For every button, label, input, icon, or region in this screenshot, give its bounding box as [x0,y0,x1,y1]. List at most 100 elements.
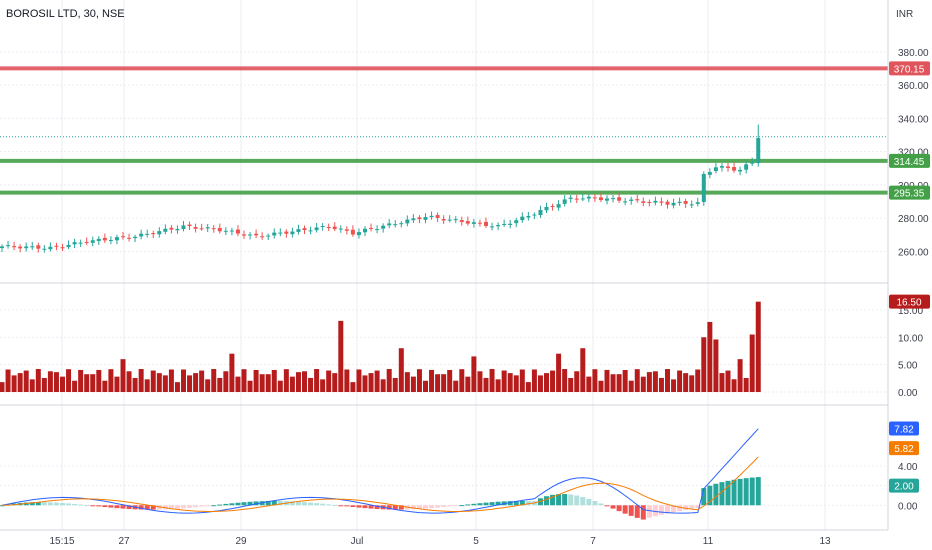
candle-body[interactable] [48,246,53,250]
candle-body[interactable] [647,202,652,204]
candle-body[interactable] [199,228,204,230]
candle-body[interactable] [266,235,271,237]
candle-body[interactable] [254,233,259,236]
candle-body[interactable] [653,200,658,203]
candle-body[interactable] [695,202,700,204]
candle-body[interactable] [242,234,246,236]
candle-body[interactable] [369,227,374,229]
candle-body[interactable] [121,236,125,238]
candle-body[interactable] [169,227,174,230]
candle-body[interactable] [411,218,416,221]
candle-body[interactable] [363,228,367,233]
candle-body[interactable] [108,240,113,242]
time-axis[interactable]: 15:15 27 29 Jul 5 7 11 13 [49,536,831,547]
candle-body[interactable] [127,237,132,239]
candle-body[interactable] [677,201,682,203]
candle-body[interactable] [592,197,597,199]
candle-body[interactable] [36,245,41,249]
candle-body[interactable] [114,237,119,241]
candle-body[interactable] [290,231,295,235]
candle-body[interactable] [248,234,253,236]
candle-body[interactable] [326,227,331,229]
candle-body[interactable] [387,223,392,226]
candle-body[interactable] [429,215,434,218]
candle-body[interactable] [459,220,464,223]
candle-body[interactable] [30,246,35,248]
candle-body[interactable] [84,241,89,243]
candle-body[interactable] [502,223,507,225]
symbol-title[interactable]: BOROSIL LTD, 30, NSE [6,8,125,20]
candle-body[interactable] [520,216,525,221]
candle-body[interactable] [356,232,361,236]
candle-body[interactable] [556,204,561,208]
candle-body[interactable] [508,223,513,225]
candle-body[interactable] [12,246,17,248]
candle-body[interactable] [332,226,337,230]
candle-body[interactable] [217,228,222,232]
candle-body[interactable] [260,236,265,238]
candle-body[interactable] [42,248,47,250]
candle-body[interactable] [66,244,71,248]
candle-body[interactable] [441,218,446,221]
candle-body[interactable] [611,198,616,200]
candle-body[interactable] [719,166,724,168]
candle-body[interactable] [163,228,168,232]
candle-body[interactable] [635,199,640,201]
candle-body[interactable] [6,245,11,247]
candle-body[interactable] [550,206,555,208]
candle-body[interactable] [344,229,349,231]
candle-body[interactable] [0,246,4,249]
candle-body[interactable] [139,233,144,237]
candle-body[interactable] [732,167,737,171]
candle-body[interactable] [707,172,712,175]
candle-body[interactable] [284,231,289,234]
candle-body[interactable] [665,201,670,205]
candle-body[interactable] [496,225,501,227]
candle-body[interactable] [314,227,319,231]
candle-body[interactable] [538,209,543,216]
candle-body[interactable] [713,167,718,172]
candle-body[interactable] [133,236,138,239]
candle-body[interactable] [574,198,579,200]
candle-body[interactable] [598,197,603,201]
candle-body[interactable] [423,217,428,220]
candle-body[interactable] [90,240,95,243]
candle-body[interactable] [187,224,192,227]
candle-body[interactable] [659,201,664,203]
candle-body[interactable] [586,196,591,199]
candle-body[interactable] [726,166,730,168]
candle-body[interactable] [96,238,101,242]
candle-body[interactable] [223,230,228,232]
candle-body[interactable] [193,227,198,229]
candle-body[interactable] [532,214,537,216]
candle-body[interactable] [145,233,150,235]
candle-body[interactable] [302,228,307,231]
candle-body[interactable] [24,246,29,249]
candle-body[interactable] [641,201,646,203]
candle-body[interactable] [417,217,422,220]
candle-body[interactable] [175,228,180,231]
candle-body[interactable] [447,219,452,221]
candle-body[interactable] [623,201,628,203]
candle-body[interactable] [296,229,301,232]
candle-body[interactable] [750,162,755,164]
candle-body[interactable] [338,228,343,230]
candle-body[interactable] [205,227,210,229]
candle-body[interactable] [580,198,585,200]
candle-body[interactable] [514,220,519,224]
candle-body[interactable] [235,229,240,234]
candle-body[interactable] [278,232,283,234]
candle-body[interactable] [484,221,488,226]
candle-body[interactable] [54,245,59,247]
candle-body[interactable] [617,197,622,201]
candle-body[interactable] [671,202,676,206]
candle-body[interactable] [151,233,156,235]
candle-body[interactable] [60,247,65,249]
candle-body[interactable] [453,219,458,221]
candle-body[interactable] [18,246,23,249]
candle-body[interactable] [272,232,277,236]
candle-body[interactable] [72,242,77,245]
candle-body[interactable] [405,219,410,224]
candle-body[interactable] [738,169,743,172]
